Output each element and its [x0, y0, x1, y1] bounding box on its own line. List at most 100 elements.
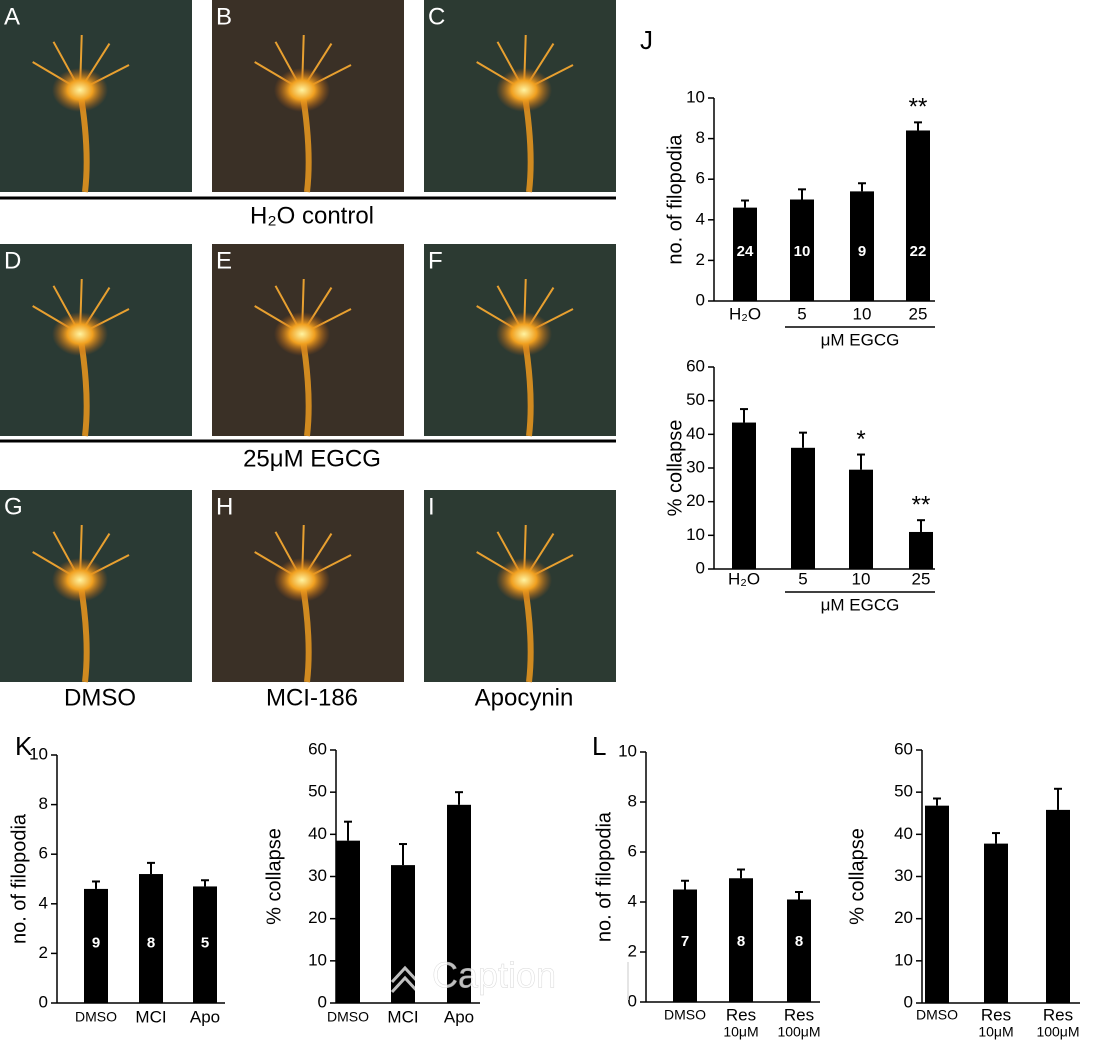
- condition-caption: DMSO: [64, 684, 136, 711]
- y-tick-label: 60: [308, 739, 327, 758]
- y-tick-label: 0: [318, 992, 327, 1011]
- bar: [729, 878, 753, 1002]
- bar: [732, 422, 756, 569]
- x-tick-label: MCI: [135, 1007, 166, 1026]
- caption-button[interactable]: Caption: [432, 954, 557, 996]
- bar: [984, 843, 1008, 1003]
- panel-letter: I: [428, 493, 435, 520]
- y-tick-label: 50: [308, 782, 327, 801]
- growth-cone: [274, 558, 330, 602]
- bar: [733, 207, 757, 301]
- y-tick-label: 30: [308, 866, 327, 885]
- x-tick-sublabel: 100μM: [777, 1024, 820, 1040]
- panel-letter: B: [216, 3, 232, 30]
- y-tick-label: 0: [628, 991, 637, 1010]
- x-tick-label: H₂O: [729, 304, 761, 323]
- growth-cone: [496, 558, 552, 602]
- x-tick-label: 5: [798, 569, 807, 588]
- bar: [193, 886, 217, 1003]
- x-tick-label: DMSO: [327, 1009, 369, 1025]
- y-tick-label: 10: [894, 950, 913, 969]
- bar: [84, 888, 108, 1003]
- panel-letter: H: [216, 493, 233, 520]
- bar: [447, 804, 471, 1003]
- bar: [336, 840, 360, 1003]
- y-tick-label: 30: [686, 457, 705, 476]
- y-tick-label: 40: [894, 824, 913, 843]
- y-tick-label: 10: [686, 525, 705, 544]
- panel-letter: D: [4, 247, 21, 274]
- x-tick-label: 10: [853, 304, 872, 323]
- y-axis-label: % collapse: [263, 828, 285, 925]
- growth-cone: [52, 558, 108, 602]
- group-label: μM EGCG: [821, 330, 900, 349]
- x-tick-label: 10: [852, 569, 871, 588]
- sample-count: 5: [201, 934, 209, 951]
- y-tick-label: 10: [686, 87, 705, 106]
- growth-cone: [496, 68, 552, 112]
- y-tick-label: 20: [308, 908, 327, 927]
- y-tick-label: 30: [894, 866, 913, 885]
- y-tick-label: 10: [618, 741, 637, 760]
- y-tick-label: 4: [696, 209, 705, 228]
- sample-count: 8: [147, 934, 155, 951]
- sample-count: 7: [681, 933, 689, 950]
- caption-overlay[interactable]: Caption: [390, 954, 629, 1000]
- bar: [791, 447, 815, 569]
- sample-count: 9: [92, 934, 100, 951]
- growth-cone: [496, 312, 552, 356]
- growth-cone: [274, 68, 330, 112]
- x-tick-label: H₂O: [728, 569, 760, 588]
- y-tick-label: 6: [696, 169, 705, 188]
- image-panels: A B C D E F G H I H₂O control 25μM EGCG DMSO MCI-186…: [0, 0, 616, 711]
- bar: [925, 805, 949, 1003]
- panel-letter: F: [428, 247, 443, 274]
- panel-letter: C: [428, 3, 445, 30]
- x-tick-label: DMSO: [75, 1009, 117, 1025]
- growth-cone: [274, 312, 330, 356]
- x-tick-label: Apo: [444, 1007, 474, 1026]
- panel-label: L: [592, 731, 606, 761]
- condition-caption: MCI-186: [266, 684, 358, 711]
- x-tick-label: Res: [981, 1005, 1011, 1024]
- x-tick-label: DMSO: [916, 1007, 958, 1023]
- bar: [909, 531, 933, 569]
- y-tick-label: 0: [696, 558, 705, 577]
- bar: [790, 199, 814, 301]
- y-tick-label: 0: [696, 290, 705, 309]
- bar: [673, 889, 697, 1002]
- y-axis-label: % collapse: [846, 828, 868, 925]
- y-tick-label: 4: [39, 893, 48, 912]
- row-caption: 25μM EGCG: [243, 445, 381, 472]
- sample-count: 8: [795, 933, 803, 950]
- y-axis-label: no. of filopodia: [593, 811, 615, 942]
- growth-cone: [52, 312, 108, 356]
- y-tick-label: 10: [308, 950, 327, 969]
- x-tick-sublabel: 10μM: [723, 1024, 758, 1040]
- x-tick-label: 25: [909, 304, 928, 323]
- bar: [906, 130, 930, 301]
- significance: *: [856, 426, 865, 453]
- y-tick-label: 2: [628, 941, 637, 960]
- panel-letter: A: [4, 3, 20, 30]
- x-tick-label: Res: [726, 1005, 756, 1024]
- y-axis-label: no. of filopodia: [8, 813, 30, 944]
- x-tick-label: Res: [784, 1005, 814, 1024]
- y-axis-label: no. of filopodia: [664, 134, 686, 265]
- y-tick-label: 2: [696, 250, 705, 269]
- y-axis-label: % collapse: [664, 420, 686, 517]
- y-tick-label: 20: [894, 908, 913, 927]
- x-tick-label: 5: [797, 304, 806, 323]
- sample-count: 8: [737, 933, 745, 950]
- panel-label: K: [15, 731, 33, 761]
- sample-count: 9: [858, 243, 866, 260]
- y-tick-label: 20: [686, 491, 705, 510]
- significance: **: [909, 94, 928, 121]
- y-tick-label: 0: [39, 992, 48, 1011]
- chevron-icon: [390, 965, 420, 994]
- sample-count: 22: [910, 243, 927, 260]
- y-tick-label: 2: [39, 943, 48, 962]
- y-tick-label: 8: [628, 791, 637, 810]
